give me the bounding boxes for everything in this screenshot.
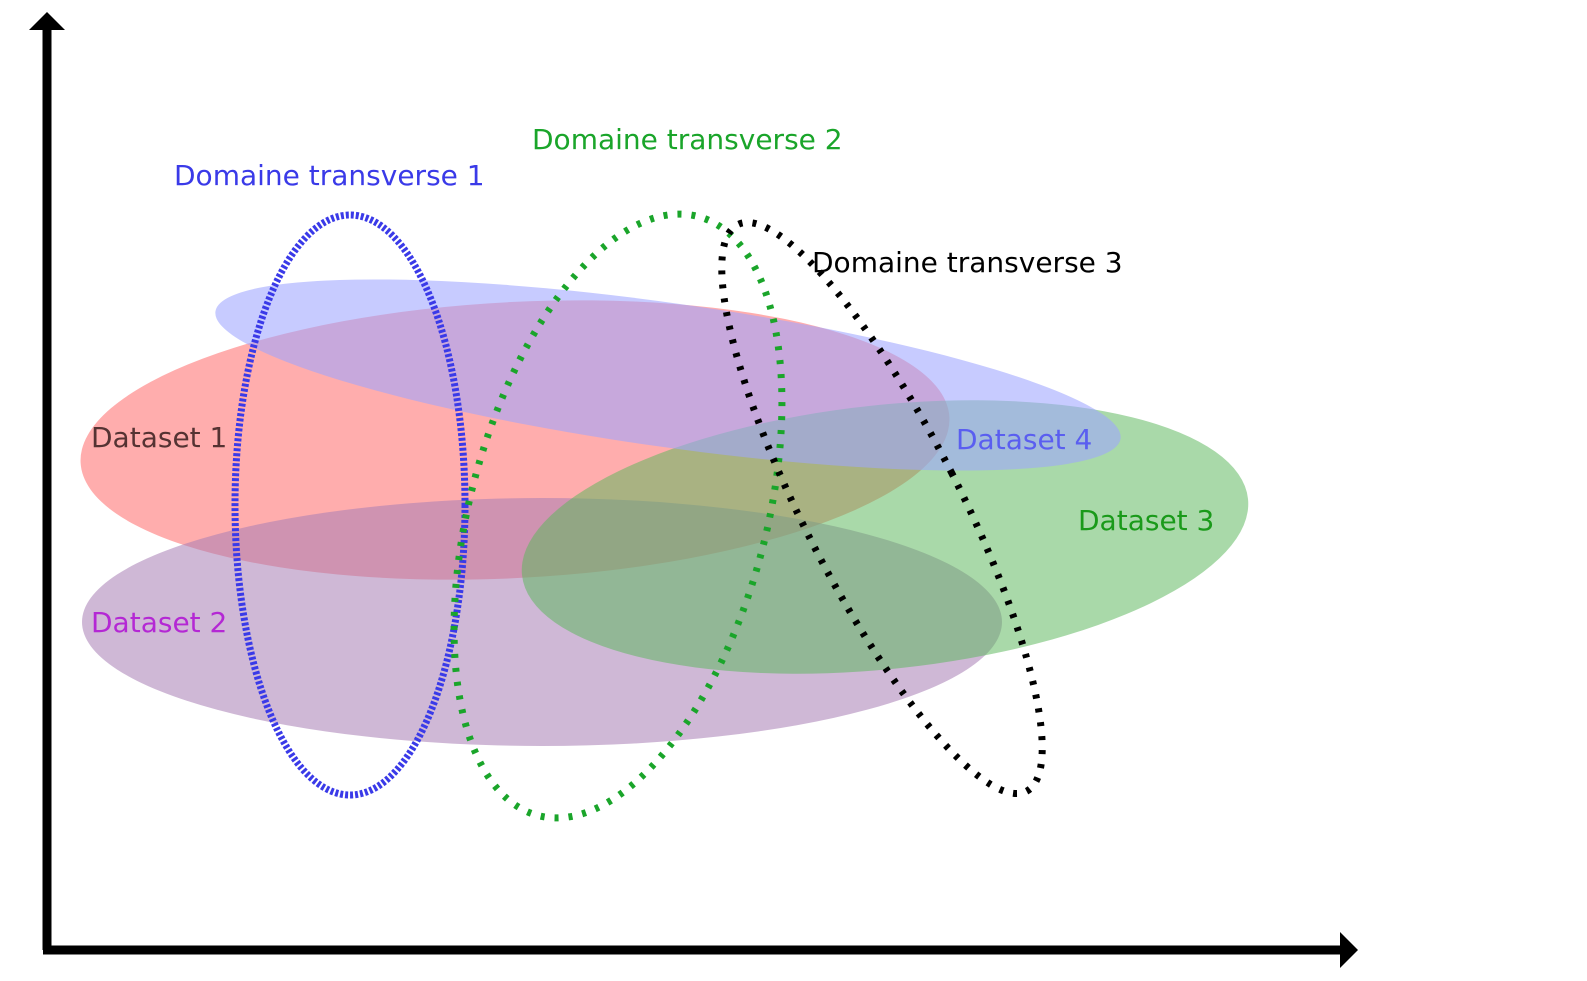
axes <box>29 12 1358 968</box>
labels: Dataset 1 Dataset 2 Dataset 3 Dataset 4 … <box>91 123 1214 639</box>
domain-2-ellipse <box>450 210 786 822</box>
dataset-1-label: Dataset 1 <box>91 421 227 454</box>
dataset-3-ellipse <box>521 400 1249 674</box>
domain-3-label: Domaine transverse 3 <box>812 246 1123 279</box>
y-axis-arrowhead <box>29 12 65 30</box>
domain-2-label: Domaine transverse 2 <box>532 123 843 156</box>
datasets <box>80 279 1249 746</box>
domains <box>231 210 1046 822</box>
dataset-4-label: Dataset 4 <box>956 423 1092 456</box>
dataset-3-label: Dataset 3 <box>1078 504 1214 537</box>
domain-3-ellipse <box>718 218 1046 798</box>
domain-1-ellipse <box>231 211 469 799</box>
domain-1-label: Domaine transverse 1 <box>174 159 485 192</box>
x-axis-arrowhead <box>1340 932 1358 968</box>
dataset-2-label: Dataset 2 <box>91 606 227 639</box>
